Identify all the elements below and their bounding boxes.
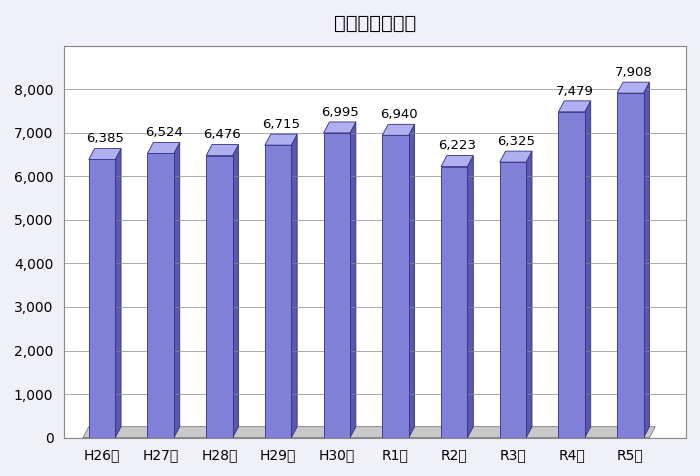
Polygon shape: [382, 135, 409, 438]
Polygon shape: [468, 156, 473, 438]
Polygon shape: [89, 149, 121, 159]
Polygon shape: [174, 142, 180, 438]
Text: 6,325: 6,325: [497, 135, 535, 148]
Polygon shape: [500, 151, 532, 162]
Text: 6,995: 6,995: [321, 106, 358, 119]
Polygon shape: [116, 149, 121, 438]
Polygon shape: [617, 93, 643, 438]
Polygon shape: [617, 82, 650, 93]
Polygon shape: [323, 122, 356, 133]
Text: 6,940: 6,940: [379, 108, 417, 121]
Polygon shape: [382, 124, 414, 135]
Polygon shape: [206, 145, 239, 156]
Polygon shape: [559, 112, 584, 438]
Polygon shape: [441, 156, 473, 167]
Polygon shape: [206, 156, 232, 438]
Text: 7,479: 7,479: [556, 85, 594, 98]
Polygon shape: [323, 133, 350, 438]
Polygon shape: [350, 122, 356, 438]
Text: 6,385: 6,385: [86, 132, 124, 145]
Polygon shape: [232, 145, 239, 438]
Polygon shape: [441, 167, 468, 438]
Polygon shape: [148, 142, 180, 153]
Polygon shape: [265, 134, 298, 145]
Text: 6,223: 6,223: [438, 139, 476, 152]
Polygon shape: [148, 153, 174, 438]
Polygon shape: [89, 159, 116, 438]
Polygon shape: [265, 145, 291, 438]
Text: 6,524: 6,524: [145, 126, 183, 139]
Title: 救急件数の推移: 救急件数の推移: [334, 14, 416, 33]
Text: 6,476: 6,476: [204, 129, 242, 141]
Polygon shape: [500, 162, 526, 438]
Polygon shape: [584, 101, 591, 438]
Polygon shape: [291, 134, 298, 438]
Polygon shape: [526, 151, 532, 438]
Polygon shape: [409, 124, 414, 438]
Text: 6,715: 6,715: [262, 118, 300, 131]
Polygon shape: [83, 426, 655, 438]
Text: 7,908: 7,908: [615, 66, 652, 79]
Polygon shape: [643, 82, 650, 438]
Polygon shape: [559, 101, 591, 112]
